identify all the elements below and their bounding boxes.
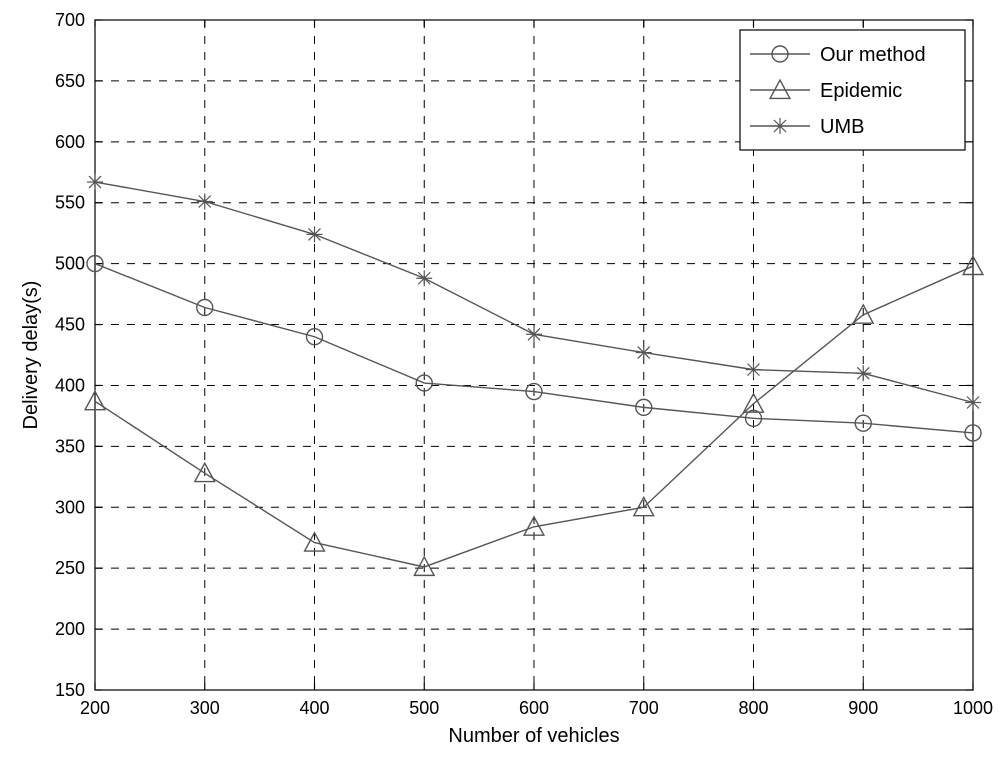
- chart-svg: 2003004005006007008009001000150200250300…: [0, 0, 1000, 774]
- y-tick-label: 650: [55, 71, 85, 91]
- marker-star: [197, 194, 213, 210]
- marker-star: [307, 226, 323, 242]
- x-tick-label: 200: [80, 698, 110, 718]
- y-tick-label: 150: [55, 680, 85, 700]
- marker-star: [416, 270, 432, 286]
- x-tick-label: 900: [848, 698, 878, 718]
- marker-star: [965, 395, 981, 411]
- marker-star: [87, 174, 103, 190]
- legend-label: Epidemic: [820, 80, 902, 102]
- y-tick-label: 400: [55, 375, 85, 395]
- y-tick-label: 200: [55, 619, 85, 639]
- y-tick-label: 600: [55, 132, 85, 152]
- legend: Our method Epidemic UMB: [740, 30, 965, 150]
- x-tick-label: 500: [409, 698, 439, 718]
- legend-label: Our method: [820, 44, 926, 66]
- x-tick-label: 600: [519, 698, 549, 718]
- y-tick-label: 450: [55, 315, 85, 335]
- marker-star: [526, 326, 542, 342]
- x-tick-label: 300: [190, 698, 220, 718]
- marker-star: [746, 362, 762, 378]
- x-tick-label: 400: [299, 698, 329, 718]
- x-tick-label: 1000: [953, 698, 993, 718]
- y-tick-label: 250: [55, 558, 85, 578]
- marker-star: [772, 118, 788, 134]
- marker-star: [855, 365, 871, 381]
- y-tick-label: 350: [55, 436, 85, 456]
- y-tick-label: 550: [55, 193, 85, 213]
- legend-label: UMB: [820, 116, 864, 138]
- y-tick-label: 300: [55, 497, 85, 517]
- chart-stage: 2003004005006007008009001000150200250300…: [0, 0, 1000, 774]
- x-axis-label: Number of vehicles: [448, 725, 619, 747]
- x-tick-label: 700: [629, 698, 659, 718]
- marker-star: [636, 345, 652, 361]
- y-tick-label: 500: [55, 254, 85, 274]
- y-axis-label: Delivery delay(s): [20, 281, 42, 430]
- y-tick-label: 700: [55, 10, 85, 30]
- x-tick-label: 800: [738, 698, 768, 718]
